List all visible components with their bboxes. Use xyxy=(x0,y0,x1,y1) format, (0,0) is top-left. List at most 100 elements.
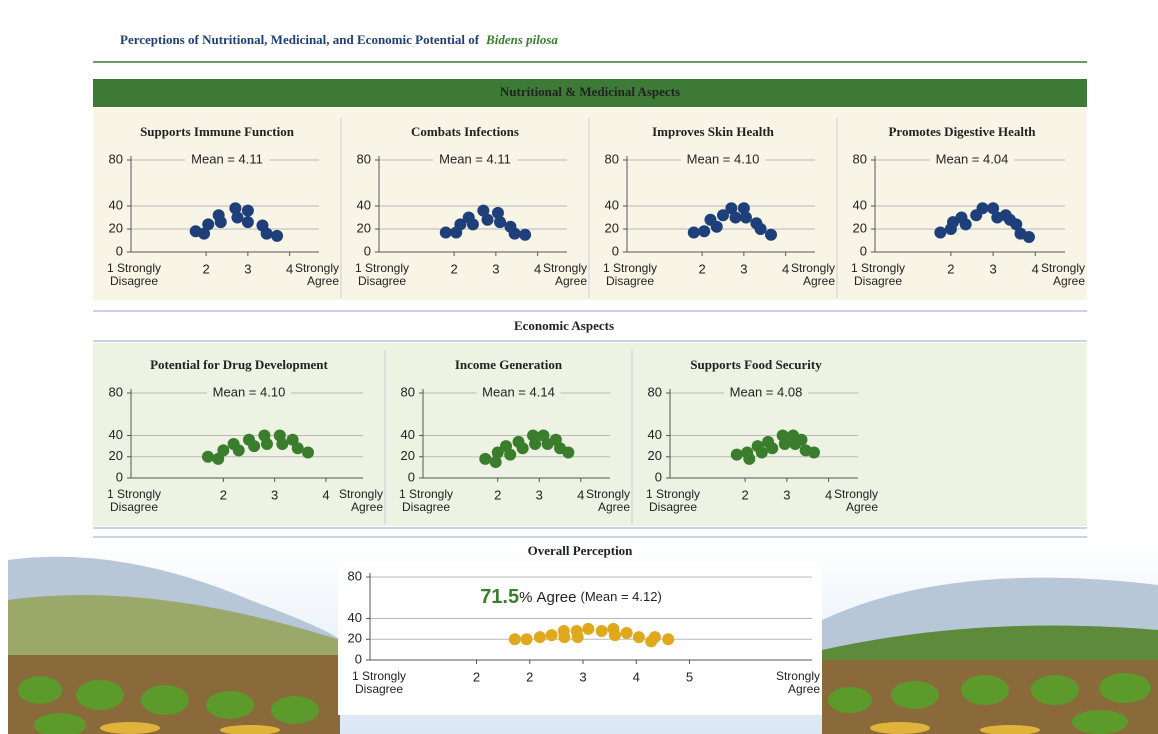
dot xyxy=(504,449,516,461)
y-tick-label: 80 xyxy=(853,151,867,166)
chart-title: Improves Skin Health xyxy=(652,124,775,139)
y-tick-label: 20 xyxy=(348,631,362,646)
x-end-label-box: Strongly Agree xyxy=(535,262,587,296)
section-title: Nutritional & Medicinal Aspects xyxy=(500,84,680,99)
dot xyxy=(596,625,608,637)
x-end-label: Strongly Agree xyxy=(826,488,878,514)
y-tick-label: 40 xyxy=(357,197,371,212)
dot xyxy=(730,212,742,224)
x-start-label-box: 1 Strongly Disagree xyxy=(101,488,167,522)
x-tick-label: 3 xyxy=(989,261,996,276)
x-start-label: 1 Strongly Disagree xyxy=(845,262,911,288)
title-text: Perceptions of Nutritional, Medicinal, a… xyxy=(120,32,480,47)
y-tick-label: 40 xyxy=(109,197,123,212)
dot xyxy=(509,633,521,645)
chart-title: Overall Perception xyxy=(528,543,634,558)
dot xyxy=(934,226,946,238)
dot xyxy=(558,631,570,643)
dot xyxy=(711,221,723,233)
x-tick-label: 2 xyxy=(526,669,533,684)
y-tick-label: 80 xyxy=(605,151,619,166)
x-tick-label: 2 xyxy=(699,261,706,276)
x-start-label-box: 1 Strongly Disagree xyxy=(845,262,911,296)
x-tick-label: 3 xyxy=(271,487,278,502)
x-tick-label: 3 xyxy=(740,261,747,276)
dot xyxy=(202,218,214,230)
x-tick-label: 3 xyxy=(536,487,543,502)
dot xyxy=(521,633,533,645)
dot xyxy=(698,225,710,237)
annotation: Mean = 4.10 xyxy=(687,151,760,166)
x-tick-label: 3 xyxy=(783,487,790,502)
y-tick-label: 40 xyxy=(648,427,662,442)
title-species: Bidens pilosa xyxy=(485,32,558,47)
y-tick-label: 20 xyxy=(605,220,619,235)
y-tick-label: 80 xyxy=(109,384,123,399)
x-tick-label: 4 xyxy=(633,669,640,684)
x-start-label-box: 1 Strongly Disagree xyxy=(393,488,459,522)
dot xyxy=(271,230,283,242)
dot xyxy=(292,442,304,454)
y-tick-label: 20 xyxy=(853,220,867,235)
dot xyxy=(756,447,768,459)
chart-title: Potential for Drug Development xyxy=(150,357,328,372)
x-end-label-box: Strongly Agree xyxy=(331,488,383,522)
dot xyxy=(765,229,777,241)
x-start-label: 1 Strongly Disagree xyxy=(101,262,167,288)
x-start-label-box: 1 Strongly Disagree xyxy=(640,488,706,522)
x-end-label: Strongly Agree xyxy=(287,262,339,288)
x-end-label: Strongly Agree xyxy=(1033,262,1085,288)
dot xyxy=(572,631,584,643)
dot xyxy=(217,444,229,456)
y-tick-label: 40 xyxy=(401,427,415,442)
y-tick-label: 40 xyxy=(348,610,362,625)
dot xyxy=(248,440,260,452)
chart-title: Promotes Digestive Health xyxy=(888,124,1036,139)
y-tick-label: 0 xyxy=(860,243,867,258)
x-tick-label: 5 xyxy=(686,669,693,684)
x-end-label-box: Strongly Agree xyxy=(826,488,878,522)
y-tick-label: 20 xyxy=(109,220,123,235)
dot xyxy=(534,631,546,643)
x-tick-label: 4 xyxy=(322,487,329,502)
dot xyxy=(582,623,594,635)
dot xyxy=(517,442,529,454)
y-tick-label: 0 xyxy=(364,243,371,258)
y-tick-label: 40 xyxy=(605,197,619,212)
x-start-label-box: 1 Strongly Disagree xyxy=(340,670,418,704)
dot xyxy=(231,212,243,224)
y-tick-label: 0 xyxy=(116,469,123,484)
x-end-label-box: Strongly Agree xyxy=(783,262,835,296)
dot xyxy=(242,205,254,217)
dot xyxy=(621,627,633,639)
dot xyxy=(662,633,674,645)
dot xyxy=(482,214,494,226)
x-tick-label: 3 xyxy=(579,669,586,684)
dot xyxy=(977,202,989,214)
dot xyxy=(808,447,820,459)
mean-text: (Mean = 4.12) xyxy=(581,589,662,604)
x-start-label: 1 Strongly Disagree xyxy=(340,670,418,696)
dot xyxy=(731,449,743,461)
page: Perceptions of Nutritional, Medicinal, a… xyxy=(0,0,1158,734)
dot xyxy=(467,218,479,230)
agree-unit: % xyxy=(519,589,532,606)
x-start-label: 1 Strongly Disagree xyxy=(393,488,459,514)
dot xyxy=(609,629,621,641)
x-tick-label: 2 xyxy=(473,669,480,684)
x-tick-label: 2 xyxy=(203,261,210,276)
x-end-label-box: Strongly Agree xyxy=(1033,262,1085,296)
x-tick-label: 2 xyxy=(494,487,501,502)
dot xyxy=(509,228,521,240)
annotation: Mean = 4.11 xyxy=(191,151,263,166)
x-start-label-box: 1 Strongly Disagree xyxy=(597,262,663,296)
chart-title: Income Generation xyxy=(455,357,563,372)
x-tick-label: 2 xyxy=(451,261,458,276)
dot xyxy=(795,434,807,446)
x-end-label: Strongly Agree xyxy=(783,262,835,288)
dot xyxy=(755,223,767,235)
dot xyxy=(494,216,506,228)
x-end-label: Strongly Agree xyxy=(752,670,820,696)
section-title: Economic Aspects xyxy=(514,318,614,333)
dot xyxy=(546,629,558,641)
